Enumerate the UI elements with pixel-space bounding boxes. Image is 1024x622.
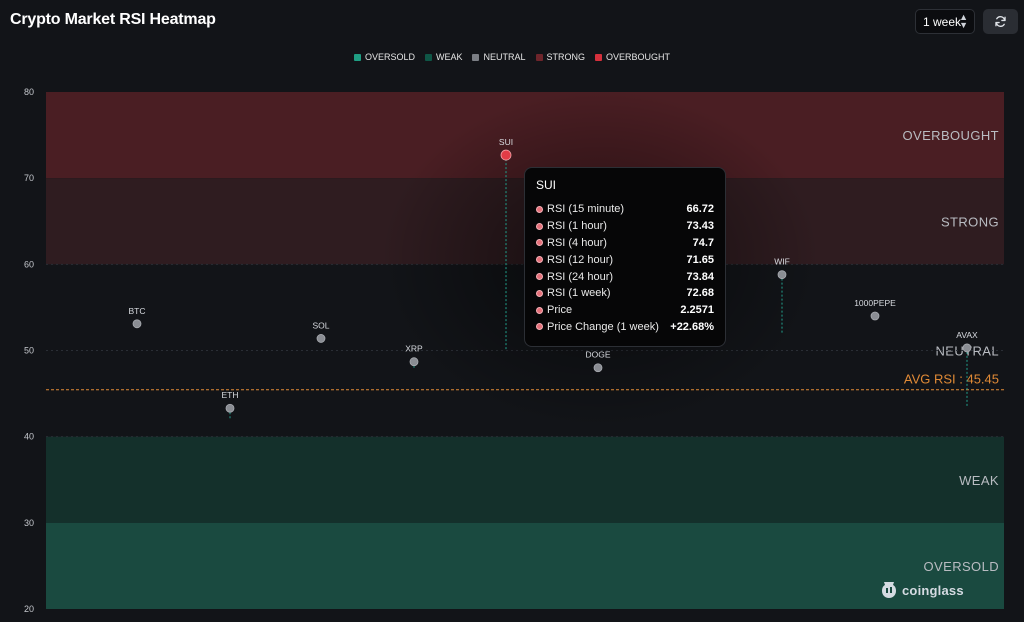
legend-label: WEAK [435, 52, 463, 62]
tooltip-value: 66.72 [686, 203, 714, 216]
bullet-dot-icon [536, 323, 543, 331]
legend-swatch [595, 53, 603, 61]
legend-swatch [424, 53, 432, 61]
bullet-dot-icon [536, 205, 543, 213]
y-tick-label: 70 [24, 173, 34, 183]
y-tick-label: 80 [24, 87, 34, 97]
chevron-up-down-icon: ▲ ▼ [959, 12, 968, 30]
tooltip-row: RSI (4 hour) 74.7 [536, 235, 714, 252]
tooltip-row: RSI (15 minute) 66.72 [536, 201, 714, 218]
data-point-btc[interactable] [132, 319, 142, 329]
tooltip-label: Price [547, 304, 573, 317]
tooltip-value: 2.2571 [680, 304, 714, 317]
avg-rsi-label: AVG RSI : 45.45 [904, 372, 999, 387]
bullet-dot-icon [536, 239, 543, 247]
legend-item-overbought[interactable]: OVERBOUGHT [595, 50, 670, 64]
tooltip-title: SUI [536, 178, 557, 192]
tooltip-value: 72.68 [686, 287, 714, 300]
data-point-label: XRP [405, 344, 423, 354]
bullet-dot-icon [536, 306, 543, 314]
zone-band-weak [46, 436, 1004, 523]
tooltip-value: 74.7 [692, 236, 714, 249]
legend-swatch [472, 53, 480, 61]
data-point-label: BTC [129, 306, 146, 316]
data-point-sol[interactable] [316, 334, 326, 343]
y-tick-label: 40 [24, 432, 34, 442]
bullet-dot-icon [536, 256, 543, 264]
chart-legend: OVERSOLD WEAK NEUTRAL STRONG OVERBOUGHT [0, 50, 1024, 64]
legend-item-neutral[interactable]: NEUTRAL [472, 50, 526, 64]
data-point-label: WIF [774, 257, 790, 267]
y-tick-label: 60 [24, 259, 34, 269]
data-point-label: SOL [312, 320, 329, 330]
data-point-label: ETH [222, 390, 239, 400]
y-tick-label: 50 [24, 346, 34, 356]
coinglass-watermark: coinglass [880, 580, 964, 600]
bullet-dot-icon [536, 289, 543, 297]
tooltip-value: 73.84 [686, 270, 714, 283]
tooltip-label: RSI (4 hour) [547, 236, 607, 249]
legend-label: STRONG [546, 52, 586, 62]
tooltip-row: RSI (12 hour) 71.65 [536, 251, 714, 268]
data-point-avax[interactable] [962, 343, 972, 353]
period-select[interactable]: 1 week ▲ ▼ [915, 9, 975, 34]
data-point-label: DOGE [585, 350, 610, 360]
point-tooltip: SUI RSI (15 minute) 66.72 RSI (1 hour) 7… [524, 167, 726, 347]
refresh-icon [995, 16, 1006, 27]
tooltip-value: +22.68% [670, 320, 714, 333]
data-point-label: AVAX [956, 330, 978, 340]
tooltip-label: RSI (24 hour) [547, 270, 614, 283]
tooltip-label: RSI (12 hour) [547, 253, 614, 266]
tooltip-row: RSI (1 week) 72.68 [536, 285, 714, 302]
zone-label-strong: STRONG [941, 214, 999, 229]
data-point-eth[interactable] [225, 403, 235, 413]
page-title: Crypto Market RSI Heatmap [10, 11, 216, 28]
zone-label-overbought: OVERBOUGHT [903, 128, 999, 143]
tooltip-label: RSI (1 hour) [547, 220, 607, 233]
coinglass-logo-icon [882, 582, 896, 598]
data-point-doge[interactable] [593, 363, 603, 373]
legend-label: OVERSOLD [364, 52, 415, 62]
legend-item-weak[interactable]: WEAK [424, 50, 463, 64]
legend-swatch [353, 53, 361, 61]
tooltip-row: RSI (1 hour) 73.43 [536, 218, 714, 235]
data-point-wif[interactable] [777, 270, 787, 280]
tooltip-row: Price Change (1 week) +22.68% [536, 319, 714, 336]
period-select-value: 1 week [923, 14, 962, 29]
data-point-label: 1000PEPE [854, 298, 896, 308]
tooltip-value: 71.65 [686, 253, 714, 266]
watermark-text: coinglass [902, 582, 964, 598]
tooltip-value: 73.43 [686, 220, 714, 233]
legend-item-oversold[interactable]: OVERSOLD [353, 50, 415, 64]
zone-label-oversold: OVERSOLD [924, 559, 999, 574]
data-point-1000pepe[interactable] [870, 311, 880, 321]
y-tick-label: 30 [24, 518, 34, 528]
tooltip-row: RSI (24 hour) 73.84 [536, 268, 714, 285]
tooltip-label: Price Change (1 week) [547, 320, 659, 333]
zone-band-oversold [46, 522, 1004, 609]
tooltip-label: RSI (15 minute) [547, 203, 625, 216]
tooltip-row: Price 2.2571 [536, 302, 714, 319]
y-tick-label: 20 [24, 604, 34, 614]
data-point-label: SUI [499, 137, 513, 147]
tooltip-label: RSI (1 week) [547, 287, 611, 300]
data-point-sui[interactable] [500, 149, 512, 161]
header: Crypto Market RSI Heatmap 1 week ▲ ▼ [0, 0, 1024, 44]
bullet-dot-icon [536, 222, 543, 230]
data-point-xrp[interactable] [409, 357, 419, 367]
refresh-button[interactable] [983, 9, 1018, 34]
legend-item-strong[interactable]: STRONG [535, 50, 586, 64]
legend-label: OVERBOUGHT [606, 52, 671, 62]
legend-swatch [535, 53, 543, 61]
bullet-dot-icon [536, 273, 543, 281]
legend-label: NEUTRAL [483, 52, 526, 62]
zone-label-weak: WEAK [959, 473, 999, 488]
